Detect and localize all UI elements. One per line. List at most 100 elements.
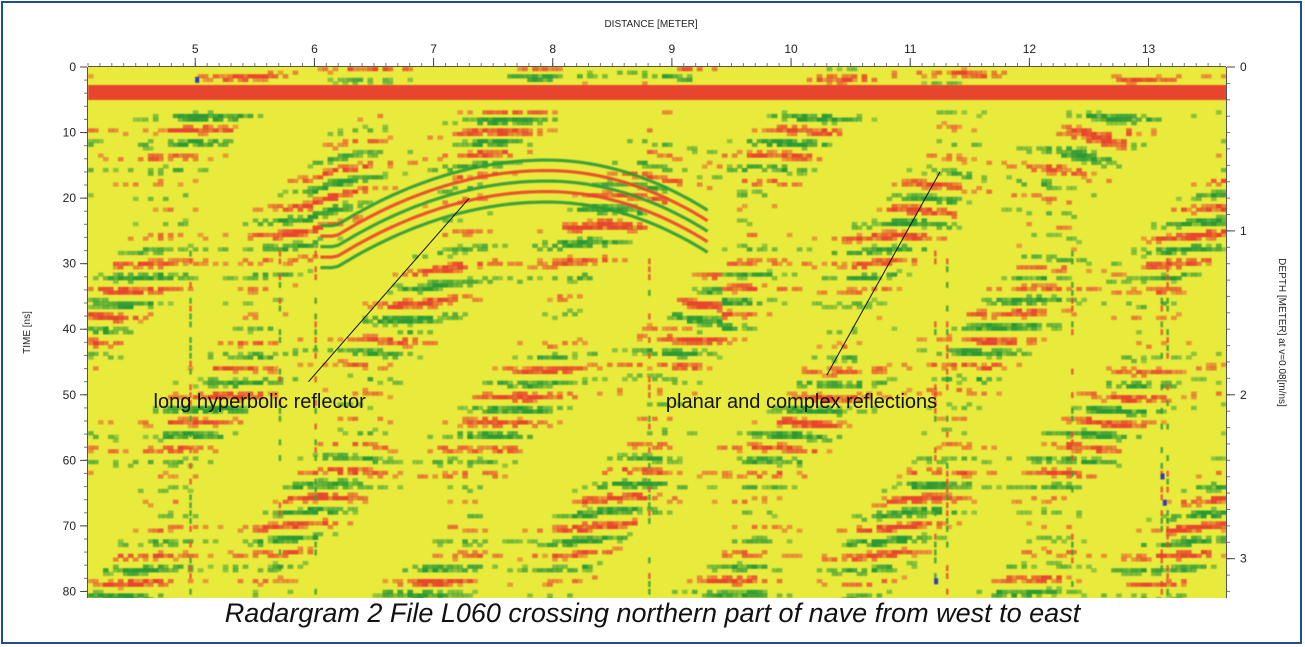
radargram-cell	[113, 319, 119, 324]
radargram-cell	[816, 380, 823, 385]
radargram-cell	[806, 128, 813, 133]
radargram-cell	[607, 550, 613, 555]
radargram-cell	[122, 276, 129, 281]
radargram-cell	[522, 366, 528, 371]
radargram-cell	[881, 564, 888, 569]
radargram-cell	[617, 85, 623, 90]
radargram-cell	[891, 204, 898, 209]
radargram-cell	[657, 85, 663, 90]
radargram-cell	[537, 384, 543, 389]
radargram-cell	[811, 117, 818, 122]
radargram-cell	[232, 326, 239, 331]
radargram-cell	[467, 276, 473, 281]
radargram-cell	[477, 131, 483, 137]
radargram-cell	[911, 499, 918, 504]
radargram-cell	[382, 67, 389, 72]
radargram-cell	[786, 157, 793, 162]
radargram-cell	[552, 110, 558, 115]
radargram-cell	[921, 521, 928, 526]
radargram-cell	[202, 261, 209, 266]
radargram-cell	[726, 283, 733, 288]
radargram-cell	[756, 539, 763, 544]
radargram-cell	[557, 258, 563, 263]
radargram-cell	[672, 315, 678, 321]
radargram-cell	[617, 481, 623, 486]
radargram-cell	[142, 571, 149, 577]
radargram-cell	[592, 88, 598, 93]
radargram-cell	[292, 524, 299, 530]
radargram-cell	[891, 535, 898, 540]
radargram-cell	[916, 85, 923, 90]
radargram-cell	[297, 243, 304, 248]
radargram-cell	[667, 377, 673, 382]
radargram-cell	[966, 74, 973, 79]
radargram-cell	[781, 168, 788, 173]
radargram-cell	[632, 485, 638, 490]
radargram-cell	[462, 420, 468, 425]
radargram-cell	[152, 449, 159, 454]
radargram-cell	[582, 380, 588, 385]
radargram-cell	[686, 326, 693, 331]
radargram-cell	[677, 348, 683, 353]
radargram-cell	[152, 557, 159, 562]
radargram-cell	[427, 279, 433, 284]
radargram-cell	[796, 434, 803, 440]
radargram-cell	[247, 247, 254, 252]
radargram-cell	[696, 95, 703, 101]
radargram-cell	[766, 153, 773, 158]
radargram-cell	[632, 442, 638, 447]
radargram-cell	[572, 279, 578, 284]
radargram-cell	[582, 528, 588, 533]
radargram-cell	[801, 157, 808, 162]
radargram-cell	[93, 582, 99, 587]
radargram-cell	[172, 405, 179, 411]
radargram-cell	[192, 95, 199, 101]
radargram-cell	[836, 369, 843, 375]
radargram-cell	[921, 539, 928, 544]
radargram-cell	[367, 474, 374, 479]
radargram-cell	[537, 110, 543, 115]
radargram-cell	[292, 535, 299, 540]
radargram-cell	[846, 405, 853, 411]
radargram-cell	[821, 420, 828, 425]
radargram-cell	[597, 539, 603, 544]
radargram-cell	[147, 146, 154, 151]
radargram-cell	[522, 85, 528, 90]
radargram-cell	[302, 521, 309, 526]
radargram-cell	[152, 434, 159, 440]
radargram-cell	[382, 323, 389, 328]
radargram-cell	[297, 564, 304, 569]
radargram-cell	[447, 499, 453, 504]
radargram-cell	[746, 593, 753, 598]
radargram-cell	[457, 153, 463, 158]
radargram-cell	[427, 283, 433, 288]
radargram-cell	[377, 470, 384, 476]
radargram-cell	[622, 207, 628, 212]
radargram-cell	[956, 186, 963, 191]
radargram-cell	[781, 286, 788, 292]
radargram-cell	[537, 247, 543, 252]
radargram-cell	[157, 593, 164, 598]
radargram-cell	[726, 164, 733, 169]
radargram-cell	[632, 207, 638, 212]
radargram-cell	[706, 575, 713, 580]
radargram-cell	[726, 312, 733, 317]
radargram-cell	[836, 85, 843, 90]
radargram-cell	[896, 88, 903, 93]
radargram-cell	[542, 369, 548, 375]
radargram-cell	[292, 240, 299, 245]
radargram-cell	[701, 593, 708, 598]
radargram-cell	[891, 232, 898, 238]
radargram-cell	[227, 420, 234, 425]
radargram-cell	[881, 514, 888, 519]
radargram-cell	[517, 117, 523, 122]
radargram-cell	[482, 110, 488, 115]
radargram-cell	[157, 550, 164, 555]
radargram-cell	[307, 189, 314, 194]
radargram-cell	[142, 85, 149, 90]
radargram-cell	[816, 85, 823, 90]
radargram-cell	[88, 315, 94, 321]
radargram-cell	[122, 92, 129, 97]
radargram-cell	[227, 117, 234, 122]
radargram-cell	[277, 204, 284, 209]
